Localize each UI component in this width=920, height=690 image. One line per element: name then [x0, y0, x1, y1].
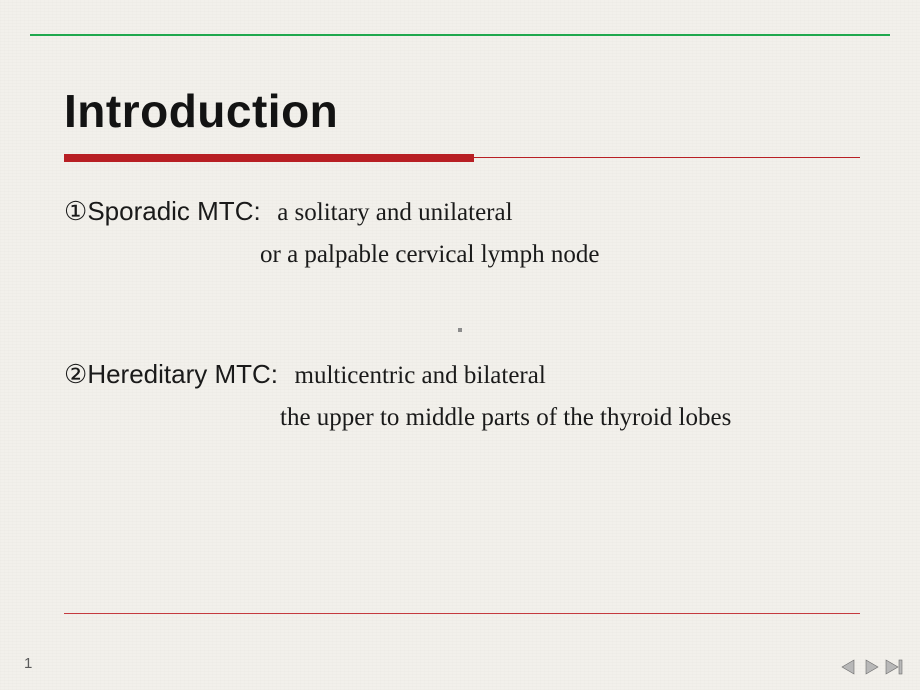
triangle-left-icon	[840, 658, 858, 676]
item-desc	[265, 199, 278, 226]
title-underline-thick	[64, 154, 474, 162]
item-desc	[282, 362, 295, 389]
item-desc-cont: the upper to middle parts of the thyroid…	[280, 404, 860, 432]
center-dot	[458, 328, 462, 332]
item-marker: ①	[64, 196, 87, 226]
prev-slide-button[interactable]	[840, 658, 858, 676]
list-item: ②Hereditary MTC: multicentric and bilate…	[64, 359, 860, 390]
title-underline-thin	[474, 157, 860, 158]
list-item: ①Sporadic MTC: a solitary and unilateral	[64, 196, 860, 227]
skip-end-icon	[884, 658, 904, 676]
item-desc-text: a solitary and unilateral	[277, 199, 512, 226]
slide-nav	[840, 658, 904, 676]
item-desc-text: multicentric and bilateral	[295, 362, 546, 389]
title-underline	[64, 154, 860, 162]
top-divider	[30, 34, 890, 36]
item-label: Sporadic MTC:	[87, 196, 260, 226]
item-desc-cont: or a palpable cervical lymph node	[260, 241, 860, 269]
slide-title: Introduction	[64, 84, 338, 138]
slide-body: ①Sporadic MTC: a solitary and unilateral…	[64, 196, 860, 432]
item-marker: ②	[64, 359, 87, 389]
last-slide-button[interactable]	[884, 658, 904, 676]
next-slide-button[interactable]	[862, 658, 880, 676]
triangle-right-icon	[862, 658, 880, 676]
item-label: Hereditary MTC:	[87, 359, 278, 389]
bottom-divider	[64, 613, 860, 614]
page-number: 1	[24, 655, 32, 672]
